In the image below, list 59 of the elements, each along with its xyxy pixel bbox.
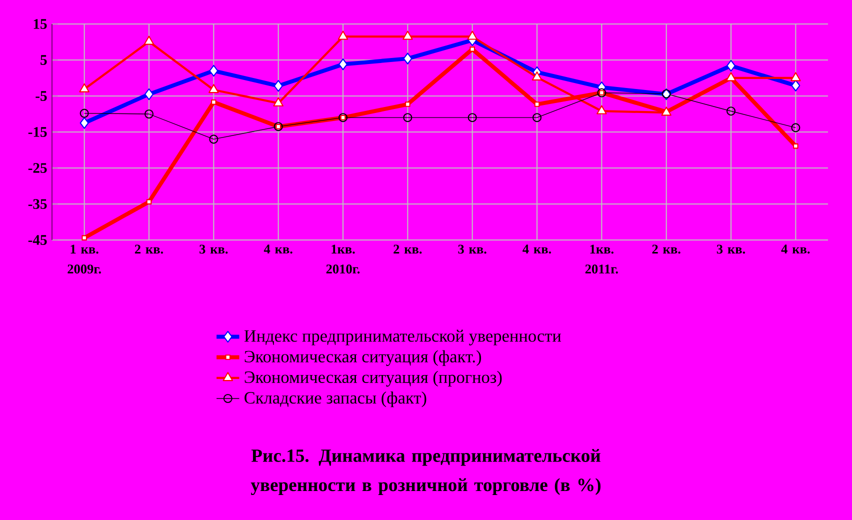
y-tick-label: 15 <box>34 19 47 29</box>
point <box>726 106 736 116</box>
point <box>209 134 218 144</box>
point <box>403 52 412 64</box>
x-tick-label: 4 кв. <box>781 244 810 254</box>
x-tick-label: 4 кв. <box>264 244 292 254</box>
point <box>208 84 219 94</box>
point <box>338 30 348 40</box>
point <box>534 102 540 107</box>
x-tick-label: 3 кв. <box>716 244 746 254</box>
point <box>338 58 348 70</box>
point <box>274 80 283 92</box>
point <box>82 235 87 240</box>
point <box>80 117 89 129</box>
point <box>79 83 90 92</box>
point <box>791 80 800 92</box>
point <box>209 64 218 77</box>
point <box>596 105 607 114</box>
legend-label: Индекс предпринимательской уверенности <box>244 330 562 346</box>
x-tick-label: 3 кв. <box>458 244 486 254</box>
point <box>467 30 478 40</box>
point <box>661 106 672 116</box>
point <box>80 108 89 118</box>
point <box>532 71 542 80</box>
point <box>791 123 800 132</box>
legend-label: Экономическая ситуация (факт.) <box>244 350 482 366</box>
y-tick-label: -5 <box>36 91 47 101</box>
point <box>405 102 410 107</box>
point <box>790 72 801 82</box>
point <box>403 113 412 122</box>
point <box>470 46 475 52</box>
x-tick-label: 1кв. 2010г. <box>326 244 360 274</box>
point <box>468 113 477 122</box>
y-tick-label: 5 <box>40 55 47 65</box>
text: Рис.15. Динамика предпринимательской уверенности в розничной торговле (в %) <box>250 448 600 496</box>
point <box>793 143 798 149</box>
y-tick-label: -25 <box>28 163 47 173</box>
x-tick-label: 2 кв. <box>394 244 422 254</box>
legend-label: Экономическая ситуация (прогноз) <box>244 370 502 387</box>
x-tick-label: 1кв. 2011г. <box>585 244 618 274</box>
point <box>146 199 152 204</box>
point <box>726 60 736 72</box>
y-tick-label: -35 <box>28 199 47 209</box>
point <box>144 88 154 100</box>
point <box>144 109 154 119</box>
x-tick-label: 1 кв. 2009г. <box>68 244 101 274</box>
y-tick-label: -45 <box>28 235 47 245</box>
legend-label: Складские запасы (факт) <box>244 392 426 408</box>
point <box>211 99 216 105</box>
y-tick-label: -15 <box>28 127 47 137</box>
x-tick-label: 2 кв. <box>134 244 164 254</box>
point <box>726 72 736 82</box>
x-tick-label: 4 кв. <box>522 244 552 254</box>
x-tick-label: 3 кв. <box>200 244 228 254</box>
point <box>532 113 542 122</box>
x-tick-label: 2 кв. <box>652 244 680 254</box>
point <box>402 30 413 40</box>
point <box>144 36 154 45</box>
point <box>273 97 284 106</box>
